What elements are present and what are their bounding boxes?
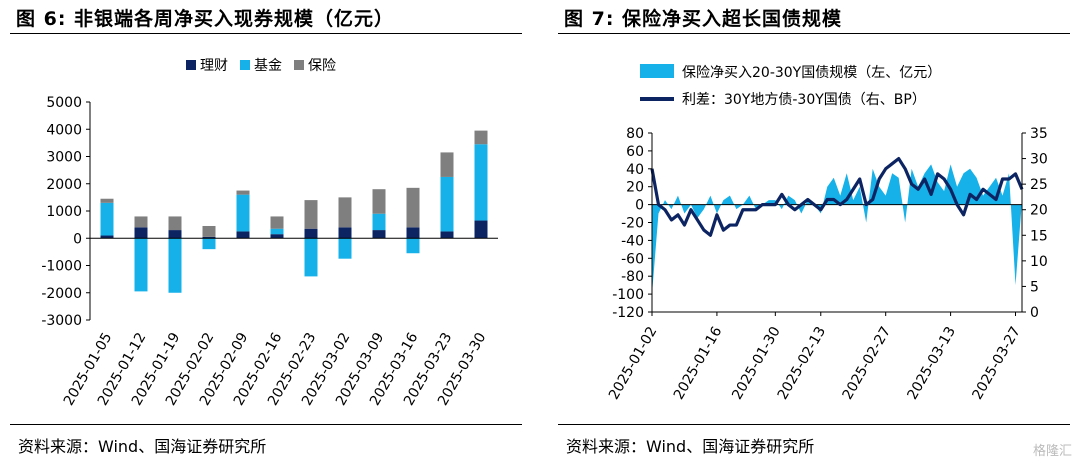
bar-segment [202, 236, 216, 239]
y-tick-label: -2000 [41, 286, 82, 302]
y-right-tick-label: 0 [1030, 305, 1039, 321]
x-tick-label: 2025-01-30 [729, 324, 784, 402]
bar-segment [270, 228, 284, 235]
y-tick-label: -3000 [41, 313, 82, 329]
y-left-tick-label: -120 [612, 305, 644, 321]
bar-segment [270, 234, 284, 239]
y-left-tick-label: 20 [626, 180, 644, 196]
stacked-bar-chart: 理财 基金 保险 -3000 -2000 -1000 0 1000 2000 3000 4000 50… [41, 57, 498, 408]
bar-segment [202, 225, 216, 237]
y-right-tick-label: 5 [1030, 279, 1039, 295]
y-right-tick-label: 35 [1030, 126, 1048, 142]
bar-segment [440, 176, 454, 232]
bar-segment [134, 216, 148, 228]
legend-swatch [240, 60, 250, 70]
legend-swatch [186, 60, 196, 70]
bar-segment [440, 231, 454, 239]
chart-title: 图 7: 保险净买入超长国债规模 [564, 8, 843, 30]
title-divider [558, 33, 1070, 34]
y-left-tick-label: 40 [626, 162, 644, 178]
bar-segment [100, 235, 114, 239]
chart-title: 图 6: 非银端各周净买入现券规模（亿元） [16, 8, 395, 30]
x-tick-label: 2025-03-27 [969, 324, 1024, 402]
y-left-tick-label: 80 [626, 126, 644, 142]
bar-segment [474, 144, 488, 221]
y-right-tick-label: 10 [1030, 254, 1048, 270]
right-chart-panel: 图 7: 保险净买入超长国债规模 保险净买入20-30Y国债规模（左、亿元） 利差… [558, 0, 1080, 465]
bar-segment [406, 227, 420, 239]
y-left-tick-label: -100 [612, 287, 644, 303]
bar-segment [406, 187, 420, 228]
bar-segment [168, 216, 182, 231]
legend-swatch [294, 60, 304, 70]
area-series [652, 164, 1022, 295]
bar-segment [304, 228, 318, 239]
legend-label: 理财 [200, 58, 228, 74]
bar-segment [168, 230, 182, 239]
y-right-tick-label: 25 [1030, 177, 1048, 193]
title-divider [10, 33, 522, 34]
bar-segment [338, 238, 352, 259]
y-left-tick-label: -60 [621, 251, 644, 267]
bar-segment [236, 190, 250, 195]
legend-swatch [640, 64, 674, 78]
bar-segment [270, 216, 284, 229]
bar-segment [440, 152, 454, 177]
left-chart-panel: 图 6: 非银端各周净买入现券规模（亿元） 理财 基金 保险 -3000 -2000 -1… [10, 0, 540, 465]
y-tick-label: 2000 [46, 177, 82, 193]
y-left-tick-label: -40 [621, 233, 644, 249]
legend-label: 基金 [254, 57, 282, 74]
y-tick-label: 1000 [46, 204, 82, 220]
x-tick-label: 2025-01-16 [671, 324, 726, 403]
bar-segment [100, 202, 114, 236]
source-divider [558, 424, 1070, 425]
bar-segment [100, 198, 114, 203]
y-tick-label: -1000 [41, 259, 82, 275]
legend-label: 利差：30Y地方债-30Y国债（右、BP） [682, 92, 926, 108]
bar-segment [304, 238, 318, 277]
legend-label: 保险 [308, 58, 336, 74]
y-tick-label: 3000 [46, 150, 82, 166]
bar-segment [372, 189, 386, 214]
bar-segment [134, 238, 148, 292]
bar-segment [372, 230, 386, 239]
y-right-tick-label: 15 [1030, 228, 1048, 244]
legend-label: 保险净买入20-30Y国债规模（左、亿元） [682, 65, 941, 81]
bar-segment [168, 238, 182, 293]
dual-axis-chart: 保险净买入20-30Y国债规模（左、亿元） 利差：30Y地方债-30Y国债（右、B… [606, 64, 1048, 403]
x-tick-label: 2025-02-13 [775, 324, 830, 402]
x-tick-label: 2025-02-27 [840, 324, 895, 402]
x-tick-label: 2025-03-13 [905, 324, 960, 402]
y-right-tick-label: 30 [1030, 152, 1048, 168]
bar-segment [304, 200, 318, 229]
y-left-tick-label: 0 [635, 198, 644, 214]
y-tick-label: 0 [73, 231, 82, 247]
y-left-tick-label: -80 [621, 269, 644, 285]
bar-segment [236, 194, 250, 232]
source-divider [10, 424, 522, 425]
y-left-tick-label: 60 [626, 144, 644, 160]
line-series [650, 156, 1024, 237]
bar-segment [134, 227, 148, 239]
bar-segment [372, 213, 386, 231]
source-note: 资料来源：Wind、国海证券研究所 [566, 437, 815, 456]
source-note: 资料来源：Wind、国海证券研究所 [18, 437, 267, 456]
x-tick-label: 2025-01-02 [606, 324, 661, 402]
bar-segment [406, 238, 420, 254]
bar-segment [474, 220, 488, 239]
bar-segment [338, 227, 352, 239]
y-left-tick-label: -20 [621, 216, 644, 232]
bar-segment [236, 231, 250, 239]
y-tick-label: 4000 [46, 122, 82, 138]
bar-segment [474, 130, 488, 145]
y-tick-label: 5000 [46, 95, 82, 111]
y-right-tick-label: 20 [1030, 203, 1048, 219]
watermark-logo: 格隆汇 [1032, 444, 1072, 459]
bar-segment [202, 238, 216, 250]
bar-segment [338, 197, 352, 228]
